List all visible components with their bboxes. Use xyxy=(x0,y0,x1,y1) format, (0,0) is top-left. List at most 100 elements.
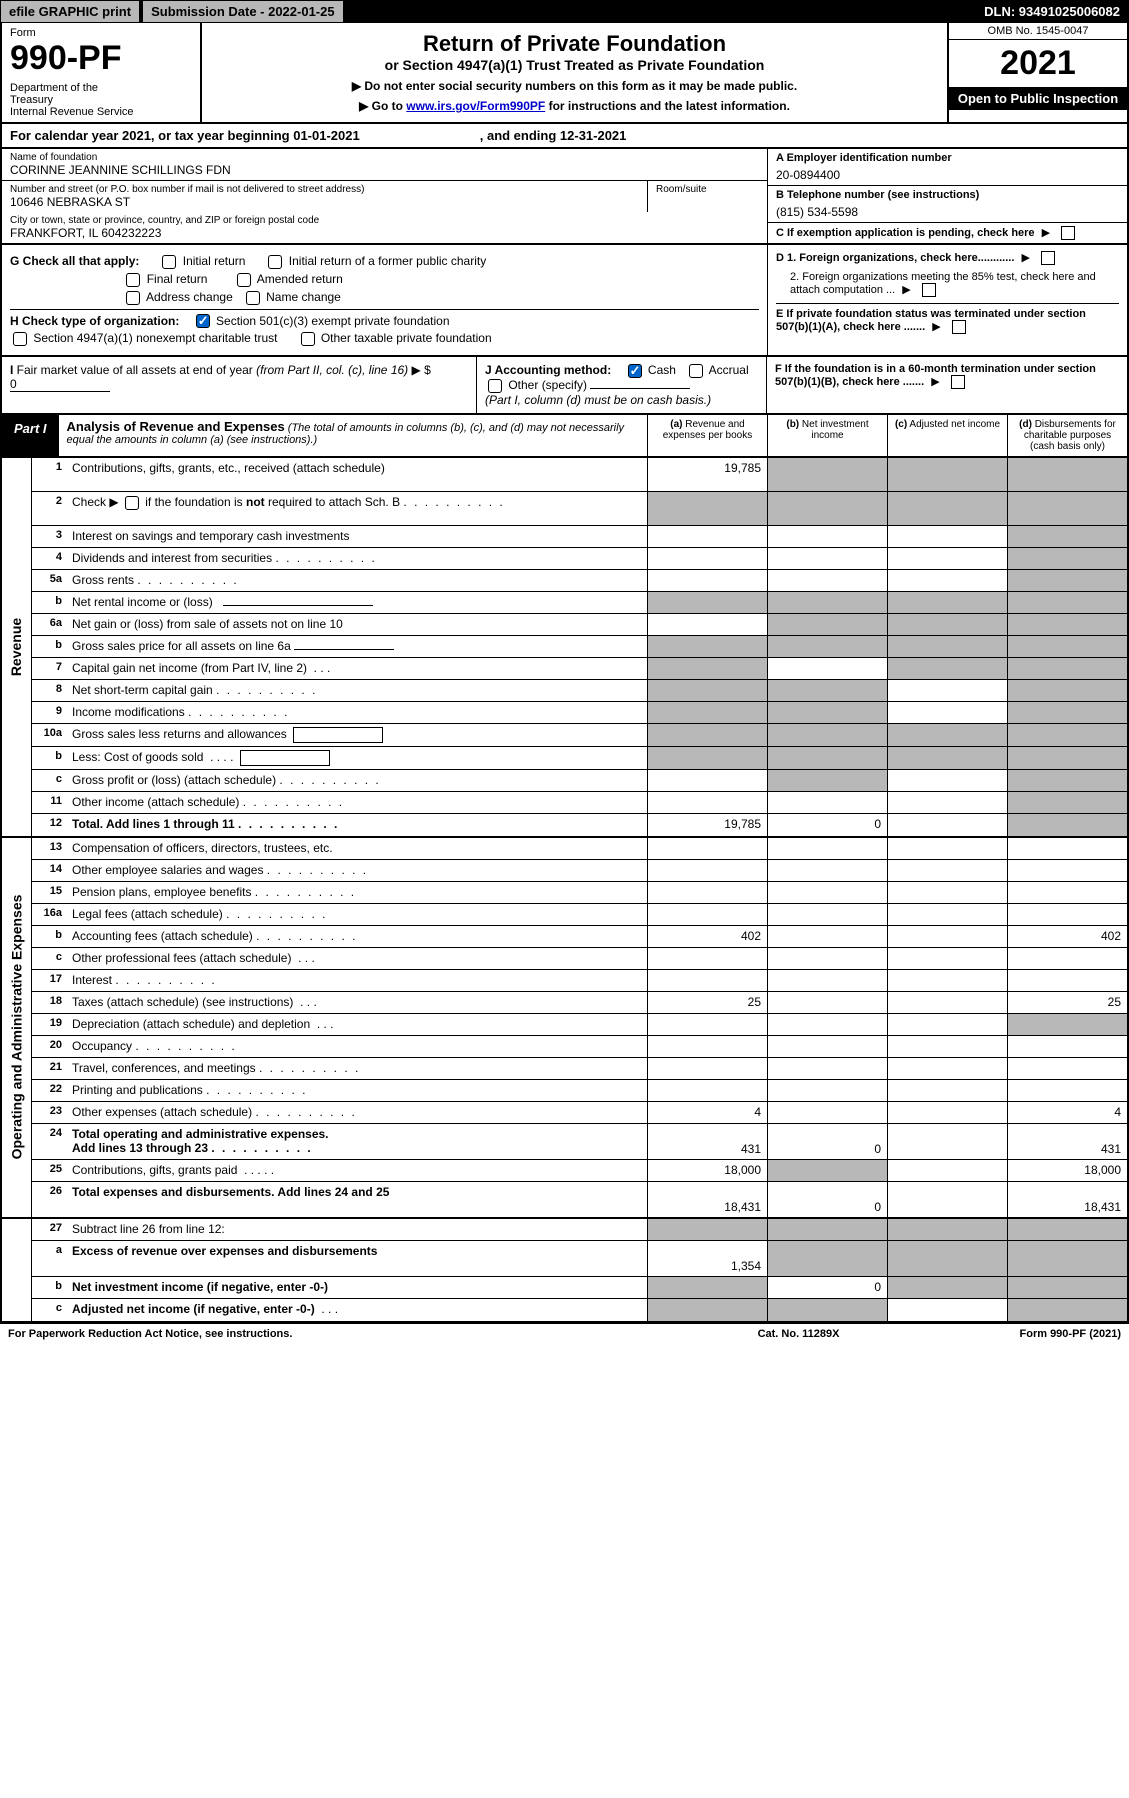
j2: Accrual xyxy=(709,363,749,377)
open-inspection: Open to Public Inspection xyxy=(949,87,1127,110)
accrual-checkbox[interactable] xyxy=(689,364,703,378)
other-specify-line xyxy=(590,388,690,389)
j-label: J Accounting method: xyxy=(485,363,611,377)
initial-return-checkbox[interactable] xyxy=(162,255,176,269)
schb-checkbox[interactable] xyxy=(125,496,139,510)
cal-year-end: , and ending 12-31-2021 xyxy=(480,128,627,143)
c-checkbox[interactable] xyxy=(1061,226,1075,240)
form-header: Form 990-PF Department of theTreasuryInt… xyxy=(0,23,1129,124)
arrow-icon: ▶ xyxy=(902,283,910,296)
phone-value: (815) 534-5598 xyxy=(776,205,1119,219)
arrow-icon: ▶ xyxy=(932,320,940,333)
h2: Section 4947(a)(1) nonexempt charitable … xyxy=(33,331,277,345)
other-specify-checkbox[interactable] xyxy=(488,379,502,393)
footer-catno: Cat. No. 11289X xyxy=(758,1328,840,1340)
j3: Other (specify) xyxy=(508,378,587,392)
dln: DLN: 93491025006082 xyxy=(976,1,1128,22)
d2-label: 2. Foreign organizations meeting the 85%… xyxy=(790,271,1096,296)
address-row: Number and street (or P.O. box number if… xyxy=(2,181,647,212)
expenses-table: Operating and Administrative Expenses 13… xyxy=(0,838,1129,1219)
c-label: C If exemption application is pending, c… xyxy=(776,227,1035,239)
name-change-checkbox[interactable] xyxy=(246,291,260,305)
g5: Address change xyxy=(146,290,233,304)
form-note2: ▶ Go to www.irs.gov/Form990PF for instru… xyxy=(210,99,939,113)
501c3-checkbox[interactable] xyxy=(196,314,210,328)
city-label: City or town, state or province, country… xyxy=(10,215,759,226)
info-block: Name of foundation CORINNE JEANNINE SCHI… xyxy=(0,149,1129,245)
col-c-header: (c) Adjusted net income xyxy=(887,415,1007,456)
initial-former-checkbox[interactable] xyxy=(268,255,282,269)
amended-return-checkbox[interactable] xyxy=(237,273,251,287)
section-f: F If the foundation is in a 60-month ter… xyxy=(767,357,1127,413)
cal-year-begin: For calendar year 2021, or tax year begi… xyxy=(10,128,360,143)
section-i: I Fair market value of all assets at end… xyxy=(2,357,477,413)
address-change-checkbox[interactable] xyxy=(126,291,140,305)
cash-checkbox[interactable] xyxy=(628,364,642,378)
check-right-d: D 1. Foreign organizations, check here..… xyxy=(767,245,1127,355)
part1-header: Part I Analysis of Revenue and Expenses … xyxy=(0,415,1129,458)
city-value: FRANKFORT, IL 604232223 xyxy=(10,226,759,240)
d1-checkbox[interactable] xyxy=(1041,251,1055,265)
summary-table: 27Subtract line 26 from line 12: aExcess… xyxy=(0,1219,1129,1323)
other-taxable-checkbox[interactable] xyxy=(301,332,315,346)
street-address: 10646 NEBRASKA ST xyxy=(10,195,639,209)
arrow-icon: ▶ xyxy=(1021,251,1029,264)
city-row: City or town, state or province, country… xyxy=(2,212,767,243)
part1-label: Part I xyxy=(2,415,59,456)
omb-number: OMB No. 1545-0047 xyxy=(949,23,1127,40)
g6: Name change xyxy=(266,290,341,304)
footer-left: For Paperwork Reduction Act Notice, see … xyxy=(8,1328,292,1340)
col-b-header: (b) Net investment income xyxy=(767,415,887,456)
final-return-checkbox[interactable] xyxy=(126,273,140,287)
col-d-header: (d) Disbursements for charitable purpose… xyxy=(1007,415,1127,456)
addr-label: Number and street (or P.O. box number if… xyxy=(10,184,639,195)
part1-title: Analysis of Revenue and Expenses xyxy=(67,419,285,434)
form-note1: ▶ Do not enter social security numbers o… xyxy=(210,79,939,93)
e-checkbox[interactable] xyxy=(952,320,966,334)
h-label: H Check type of organization: xyxy=(10,314,179,328)
check-left-g: G Check all that apply: Initial return I… xyxy=(2,245,767,355)
4947a1-checkbox[interactable] xyxy=(13,332,27,346)
j-note: (Part I, column (d) must be on cash basi… xyxy=(485,393,711,407)
room-suite: Room/suite xyxy=(647,181,767,212)
foundation-name: CORINNE JEANNINE SCHILLINGS FDN xyxy=(10,163,759,177)
irs-link[interactable]: www.irs.gov/Form990PF xyxy=(406,99,545,113)
header-left: Form 990-PF Department of theTreasuryInt… xyxy=(2,23,202,122)
revenue-table: Revenue 1Contributions, gifts, grants, e… xyxy=(0,458,1129,838)
tax-year: 2021 xyxy=(949,40,1127,87)
h1: Section 501(c)(3) exempt private foundat… xyxy=(216,314,449,328)
d2-checkbox[interactable] xyxy=(922,283,936,297)
e-label: E If private foundation status was termi… xyxy=(776,308,1086,333)
expenses-label: Operating and Administrative Expenses xyxy=(2,838,32,1217)
form-title: Return of Private Foundation xyxy=(210,31,939,57)
arrow-icon: ▶ xyxy=(931,375,939,388)
info-right: A Employer identification number 20-0894… xyxy=(767,149,1127,243)
arrow-icon: ▶ xyxy=(1042,226,1050,239)
dept-label: Department of theTreasuryInternal Revenu… xyxy=(10,82,192,118)
name-label: Name of foundation xyxy=(10,152,759,163)
footer: For Paperwork Reduction Act Notice, see … xyxy=(0,1323,1129,1344)
j1: Cash xyxy=(648,363,676,377)
form-label: Form xyxy=(10,27,192,39)
calendar-year-row: For calendar year 2021, or tax year begi… xyxy=(0,124,1129,149)
section-j: J Accounting method: Cash Accrual Other … xyxy=(477,357,767,413)
foundation-name-row: Name of foundation CORINNE JEANNINE SCHI… xyxy=(2,149,767,181)
submission-date: Submission Date - 2022-01-25 xyxy=(143,1,343,22)
revenue-label: Revenue xyxy=(2,458,32,836)
d1-label: D 1. Foreign organizations, check here..… xyxy=(776,252,1014,264)
i-value: 0 xyxy=(10,377,110,392)
h3: Other taxable private foundation xyxy=(321,331,492,345)
ein-value: 20-0894400 xyxy=(776,168,1119,182)
g2: Initial return of a former public charit… xyxy=(289,254,486,268)
top-bar: efile GRAPHIC print Submission Date - 20… xyxy=(0,0,1129,23)
g4: Amended return xyxy=(257,272,343,286)
header-center: Return of Private Foundation or Section … xyxy=(202,23,947,122)
col-a-header: (a) Revenue and expenses per books xyxy=(647,415,767,456)
phone-row: B Telephone number (see instructions) (8… xyxy=(768,186,1127,223)
check-section-g: G Check all that apply: Initial return I… xyxy=(0,245,1129,357)
lower-check-section: I Fair market value of all assets at end… xyxy=(0,357,1129,415)
g1: Initial return xyxy=(183,254,246,268)
phone-label: B Telephone number (see instructions) xyxy=(776,189,1119,201)
f-checkbox[interactable] xyxy=(951,375,965,389)
footer-right: Form 990-PF (2021) xyxy=(1020,1328,1122,1340)
